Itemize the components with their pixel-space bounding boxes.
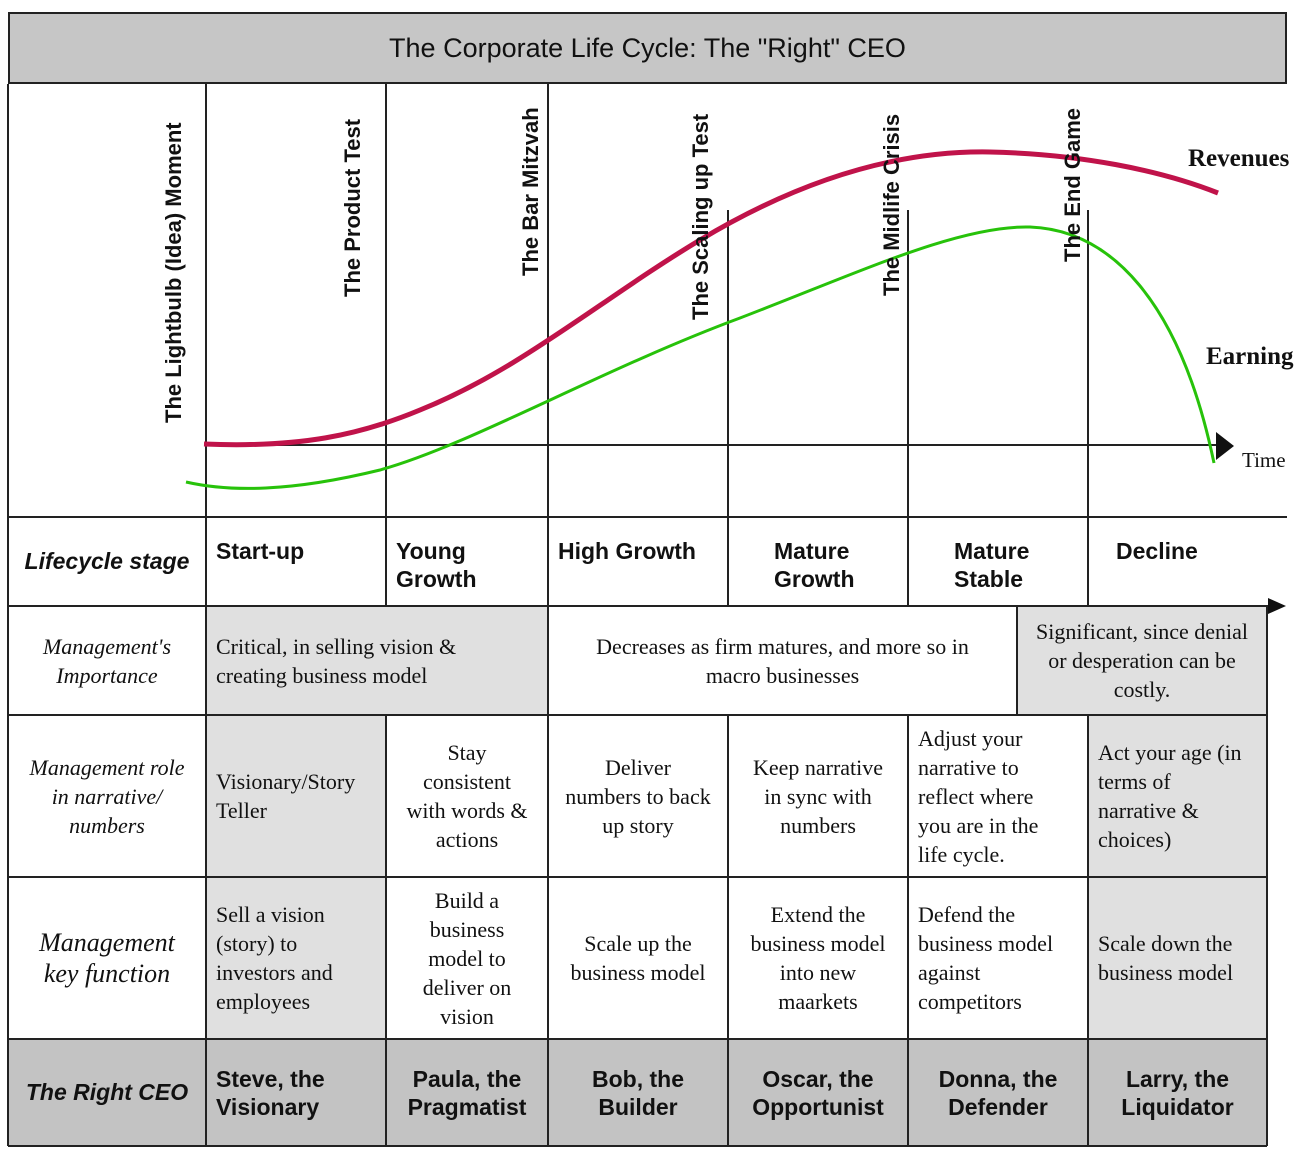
function-young-growth: Build a business model to deliver on vis… [422,887,512,1029]
ceo-larry: Larry, the Liquidator [1088,1039,1267,1146]
milestone-label: The Bar Mitzvah [518,107,543,276]
role-young-growth: Stay consistent with words & actions [406,740,528,852]
function-start-up: Sell a vision (story) to investors and e… [206,877,386,1039]
stage-mature-growth: Mature Growth [774,538,855,592]
function-high-growth: Scale up the business model [570,931,706,985]
revenues-label: Revenues [1188,145,1290,172]
role-mature-growth: Keep narrative in sync with numbers [752,754,884,838]
row-label-management-importance: Management's Importance [42,633,172,688]
importance-early-stages: Critical, in selling vision & creating b… [206,606,548,715]
importance-decline: Significant, since denial or desperation… [1017,606,1267,715]
milestone-label: The Product Test [340,118,365,297]
stage-mature-stable: Mature Stable [954,538,1030,592]
row-label-right-ceo: The Right CEO [8,1039,206,1146]
stage-decline: Decline [1116,538,1198,564]
row-label-lifecycle-stage: Lifecycle stage [24,548,190,574]
earnings-curve [185,225,1216,490]
role-mature-stable: Adjust your narrative to reflect where y… [918,725,1039,867]
milestone-label: The Scaling up Test [688,113,713,320]
ceo-oscar: Oscar, the Opportunist [728,1039,908,1146]
function-mature-growth: Extend the business model into new maark… [750,902,886,1014]
role-start-up: Visionary/Story Teller [206,715,386,877]
function-mature-stable: Defend the business model against compet… [918,902,1054,1014]
ceo-paula: Paula, the Pragmatist [386,1039,548,1146]
milestone-label: The Midlife Crisis [879,114,904,296]
ceo-bob: Bob, the Builder [548,1039,728,1146]
ceo-donna: Donna, the Defender [908,1039,1088,1146]
row-label-key-function: Management key function [39,928,175,988]
earnings-label: Earnings [1206,343,1294,370]
revenues-curve [203,149,1219,448]
role-high-growth: Deliver numbers to back up story [565,754,711,838]
stage-high-growth: High Growth [558,538,696,564]
milestone-label: The End Game [1060,108,1085,262]
ceo-steve: Steve, the Visionary [206,1039,386,1146]
milestone-label: The Lightbulb (Idea) Moment [161,122,186,423]
importance-middle-stages: Decreases as firm matures, and more so i… [596,633,969,688]
time-axis-label: Time [1242,448,1286,472]
row-label-management-role: Management role in narrative/ numbers [29,754,185,838]
function-decline: Scale down the business model [1088,877,1267,1039]
stage-young-growth: Young Growth [396,538,477,592]
stage-start-up: Start-up [216,538,305,564]
role-decline: Act your age (in terms of narrative & ch… [1088,715,1267,877]
diagram-title: The Corporate Life Cycle: The "Right" CE… [8,12,1287,84]
time-axis-arrow [1216,432,1234,460]
